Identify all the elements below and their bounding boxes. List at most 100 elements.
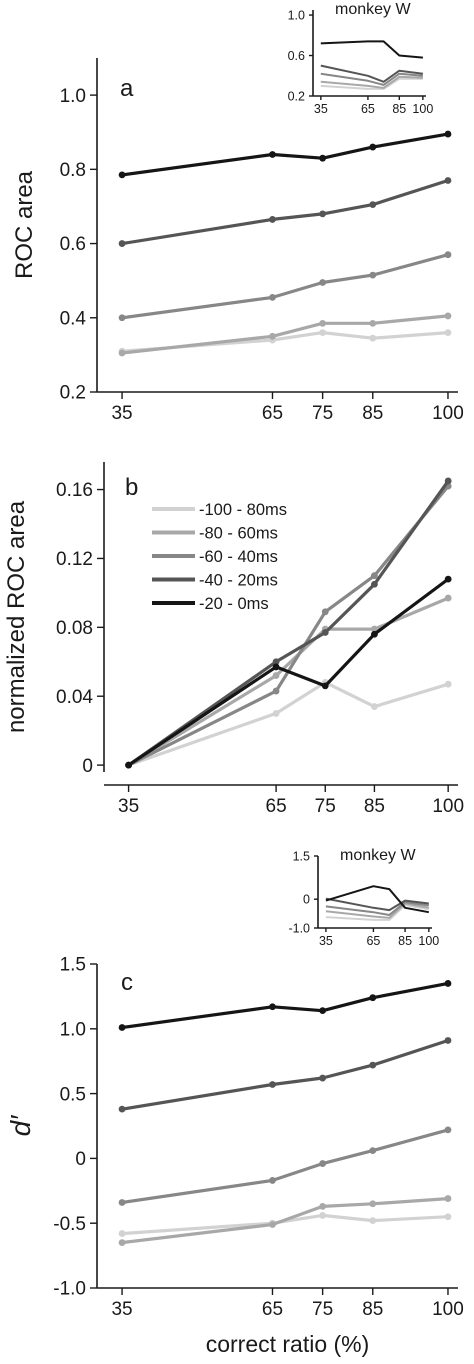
x-tick-label: 100 [418,934,439,948]
y-tick-label: -1.0 [288,921,310,935]
y-tick-label: 0.6 [60,234,86,255]
data-point [444,329,452,337]
data-point [118,1105,126,1113]
x-tick-label: 100 [432,403,464,424]
data-point [444,1126,452,1134]
data-point [444,980,452,987]
series-line [325,885,429,914]
data-point [118,1199,126,1206]
data-point [444,130,452,138]
y-tick-label: 0 [303,893,310,907]
y-tick-label: 0.4 [60,308,87,329]
legend-label: -20 - 0ms [199,595,269,613]
series-line [127,485,450,767]
data-point [118,1230,126,1237]
inset-title: monkey W [335,1,411,18]
y-tick-label: 0 [75,1149,86,1170]
data-point [371,630,378,638]
data-point [369,1217,377,1225]
data-point [269,1081,276,1088]
y-tick-label: 1.0 [288,8,305,22]
data-point [321,608,329,616]
series-line [320,64,424,83]
data-point [369,994,377,1002]
legend-label: -60 - 40ms [199,548,278,566]
data-point [272,663,280,671]
series-line [320,72,423,86]
data-point [444,680,452,688]
data-point [369,1061,377,1069]
y-tick-label: 0.2 [60,383,86,404]
data-point [371,572,378,580]
y-tick-label: 1.5 [293,849,310,863]
legend-label: -40 - 20ms [199,572,278,590]
x-tick-label: 85 [398,934,412,948]
x-tick-label: 65 [266,796,287,817]
data-point [369,1200,377,1208]
data-point [444,177,452,184]
x-tick-label: 75 [312,1299,333,1320]
series-line [320,75,423,89]
data-point [118,171,126,179]
data-point [371,625,378,633]
y-tick-label: -0.5 [53,1214,86,1235]
panel-a-inset: 0.2 0.6 1.0 35 65 85 100 monkey W [285,1,445,120]
x-tick-label: 35 [319,934,333,948]
x-tick-label: 65 [262,1299,283,1320]
y-tick-label: 0.2 [288,89,305,103]
y-tick-label: -1.0 [53,1279,86,1300]
x-tick-label: 100 [432,796,464,817]
series-line [320,77,423,90]
y-tick-label: 1.5 [60,955,86,976]
series-line [325,904,429,921]
series-line [121,178,449,246]
y-axis-label: normalized ROC area [3,500,30,733]
series-line [121,132,449,177]
x-tick-label: 85 [362,403,383,424]
series-line [325,902,429,919]
data-point [269,1003,276,1011]
data-point [444,312,452,320]
data-point [118,1239,126,1247]
data-point [269,151,276,158]
data-point [319,154,327,162]
data-point [118,349,126,357]
y-tick-label: 0.6 [288,49,305,63]
panel-a: 0.2 0.4 0.6 0.8 1.0 35 65 75 85 100 a ROC area [11,58,464,424]
series-line [325,901,429,916]
data-point [369,1147,377,1155]
y-tick-label: 0.08 [56,618,93,639]
panel-label: a [120,75,134,102]
y-tick-label: 0.04 [56,687,93,708]
panel-label: b [125,474,138,501]
data-point [369,201,377,208]
data-point [369,319,377,327]
data-point [269,293,276,301]
data-point [118,240,126,247]
data-point [444,1213,452,1221]
legend-label: -100 - 80ms [199,501,287,519]
series-line [121,1128,449,1205]
x-tick-label: 100 [432,1299,464,1320]
series-line [128,680,449,767]
x-tick-label: 75 [312,403,333,424]
data-point [319,1074,327,1082]
y-tick-label: 0.12 [56,549,93,570]
data-point [118,1024,126,1031]
x-tick-label: 65 [366,934,380,948]
data-point [319,1212,327,1219]
data-point [319,1007,327,1015]
data-point [371,703,378,710]
data-point [444,477,452,485]
x-tick-label: 75 [315,796,336,817]
x-tick-label: 35 [118,796,139,817]
y-tick-label: 0.16 [56,480,93,501]
data-point [269,1221,276,1228]
x-tick-label: 65 [262,403,283,424]
y-tick-label: 0.5 [60,1084,86,1105]
series-line [121,314,449,355]
panel-b: 0 0.04 0.08 0.12 0.16 35 65 75 85 100 b normalized … [3,462,464,817]
data-point [321,682,329,690]
data-point [319,210,327,218]
